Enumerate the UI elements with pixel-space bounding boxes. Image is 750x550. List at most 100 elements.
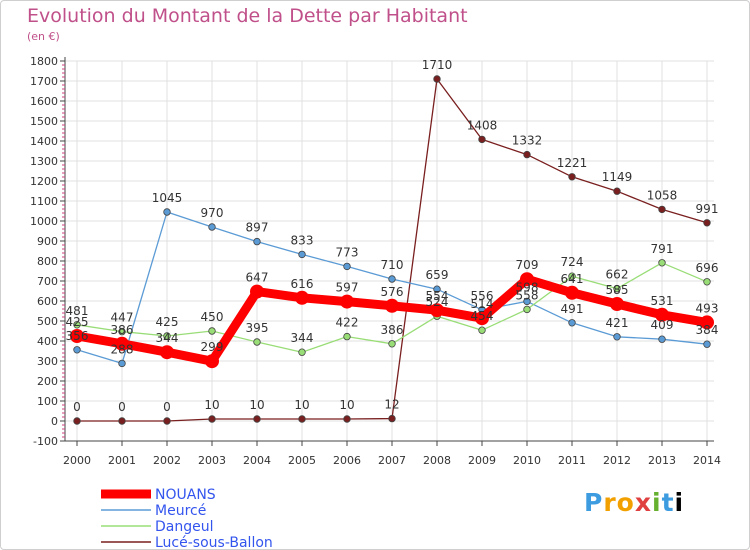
series-point (430, 303, 444, 318)
series-point (205, 354, 219, 369)
logo-letter: t (661, 488, 675, 517)
x-tick-label: 2008 (423, 454, 451, 467)
y-tick-label: 900 (37, 235, 58, 248)
series-point (118, 327, 126, 336)
x-tick-label: 2001 (108, 454, 136, 467)
series-point (703, 278, 711, 286)
series-point (253, 415, 261, 423)
series-point (343, 332, 351, 341)
data-label: 384 (696, 323, 719, 337)
series-point (295, 290, 309, 305)
data-label: 299 (201, 340, 224, 354)
data-label: 10 (339, 398, 354, 412)
data-label: 421 (606, 316, 629, 330)
data-label: 1045 (152, 191, 183, 205)
series-point (610, 297, 624, 311)
y-tick-label: 1100 (30, 195, 58, 208)
series-point (73, 346, 81, 354)
data-label: 598 (516, 280, 539, 294)
series-point (208, 415, 216, 423)
data-label: 356 (66, 329, 89, 343)
series-point (208, 223, 216, 231)
data-label: 641 (561, 272, 584, 286)
data-label: 344 (291, 331, 314, 345)
series-point (163, 417, 171, 425)
series-point (253, 237, 261, 246)
y-tick-label: 500 (37, 315, 58, 328)
data-label: 558 (516, 288, 539, 302)
data-label: 425 (66, 315, 89, 329)
series-point (703, 219, 711, 227)
data-label: 576 (381, 285, 404, 299)
data-label: 554 (426, 289, 449, 303)
series-point (208, 327, 216, 335)
series-point (298, 348, 306, 356)
data-label: 616 (291, 277, 314, 291)
y-tick-label: 1800 (30, 55, 58, 68)
legend-label: Meurcé (155, 503, 206, 519)
series-point (700, 315, 714, 330)
x-tick-label: 2004 (243, 454, 271, 467)
x-tick-label: 2002 (153, 454, 181, 467)
series-point (568, 272, 576, 280)
logo-letter: o (616, 488, 635, 517)
y-tick-label: 0 (51, 415, 58, 428)
series-point (703, 340, 711, 348)
x-tick-label: 2011 (558, 454, 586, 467)
y-tick-label: 1500 (30, 115, 58, 128)
x-tick-label: 2013 (648, 454, 676, 467)
series-point (253, 338, 261, 346)
series-point (658, 205, 666, 214)
data-label: 493 (696, 301, 719, 315)
data-label: 454 (471, 309, 494, 323)
series-point (118, 417, 126, 425)
chart-title: Evolution du Montant de la Dette par Hab… (27, 5, 468, 27)
y-tick-label: 300 (37, 355, 58, 368)
series-point (298, 250, 306, 259)
series-point (658, 259, 666, 267)
x-tick-label: 2010 (513, 454, 541, 467)
x-tick-label: 2005 (288, 454, 316, 467)
logo-letter: x (634, 488, 652, 517)
y-tick-label: 200 (37, 375, 58, 388)
x-tick-label: 2000 (63, 454, 91, 467)
data-label: 833 (291, 233, 314, 247)
series-point (343, 415, 351, 423)
data-label: 386 (111, 323, 134, 337)
series-point (73, 417, 81, 425)
series-point (160, 345, 174, 360)
series-point (520, 272, 534, 287)
series-point (73, 321, 81, 329)
y-tick-label: 600 (37, 295, 58, 308)
series-point (523, 305, 531, 314)
legend-label: NOUANS (155, 487, 216, 503)
series-point (433, 285, 441, 293)
data-label: 395 (246, 321, 269, 335)
y-tick-label: 400 (37, 335, 58, 348)
series-point (115, 336, 129, 351)
series-point (385, 298, 399, 313)
data-label: 481 (66, 304, 89, 318)
series-point (565, 285, 579, 300)
data-label: 10 (294, 398, 309, 412)
series-point (388, 414, 396, 423)
legend-label: Dangeul (155, 519, 214, 535)
series-point (568, 319, 576, 327)
data-label: 724 (561, 255, 584, 269)
legend-label: Lucé-sous-Ballon (155, 535, 273, 550)
series-point (388, 275, 396, 283)
series-point (163, 208, 171, 216)
series-point (118, 359, 126, 368)
data-label: 409 (651, 318, 674, 332)
logo-letter: r (603, 488, 617, 517)
logo-letter: i (652, 488, 662, 517)
data-label: 447 (111, 311, 134, 325)
series-point (478, 326, 486, 334)
series-point (340, 294, 354, 309)
data-label: 709 (516, 258, 539, 272)
series-point (478, 135, 486, 144)
series-point (343, 262, 351, 271)
data-label: 386 (381, 323, 404, 337)
series-point (388, 340, 396, 348)
